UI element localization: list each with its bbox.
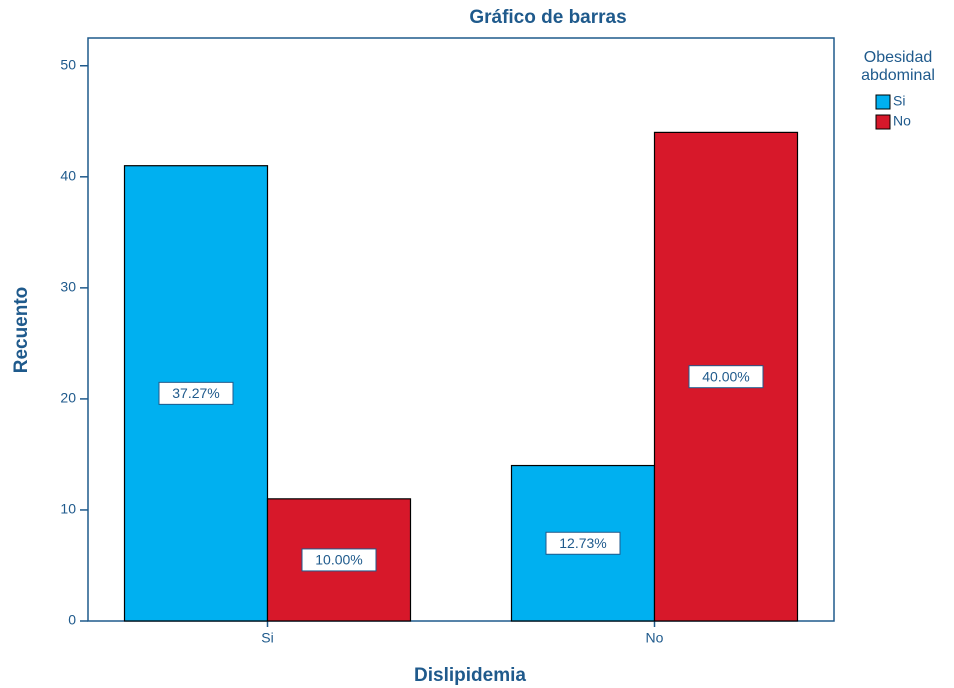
- y-tick-label: 20: [60, 390, 76, 406]
- y-tick-label: 50: [60, 56, 76, 72]
- value-label-box: [688, 365, 764, 389]
- value-label: 40.00%: [702, 368, 749, 384]
- legend-label: Si: [893, 93, 905, 109]
- x-tick-label: Si: [261, 630, 273, 646]
- value-label-box: [301, 548, 377, 572]
- chart-title: Gráfico de barras: [469, 7, 626, 28]
- legend-swatch: [875, 114, 891, 130]
- y-axis-label: Recuento: [11, 287, 32, 374]
- legend-title: abdominal: [861, 67, 935, 84]
- y-tick-label: 10: [60, 501, 76, 517]
- value-label: 10.00%: [315, 552, 362, 568]
- value-label: 12.73%: [559, 535, 606, 551]
- x-axis-label: Dislipidemia: [414, 665, 526, 686]
- value-label-box: [158, 381, 234, 405]
- y-tick-label: 30: [60, 279, 76, 295]
- plot-frame: [87, 37, 835, 622]
- legend-label: No: [893, 113, 911, 129]
- value-label: 37.27%: [172, 385, 219, 401]
- y-tick-label: 40: [60, 168, 76, 184]
- legend-swatch: [875, 94, 891, 110]
- legend-title: Obesidad: [864, 49, 933, 66]
- y-tick-label: 0: [68, 612, 76, 628]
- x-tick-label: No: [646, 630, 664, 646]
- value-label-box: [545, 531, 621, 555]
